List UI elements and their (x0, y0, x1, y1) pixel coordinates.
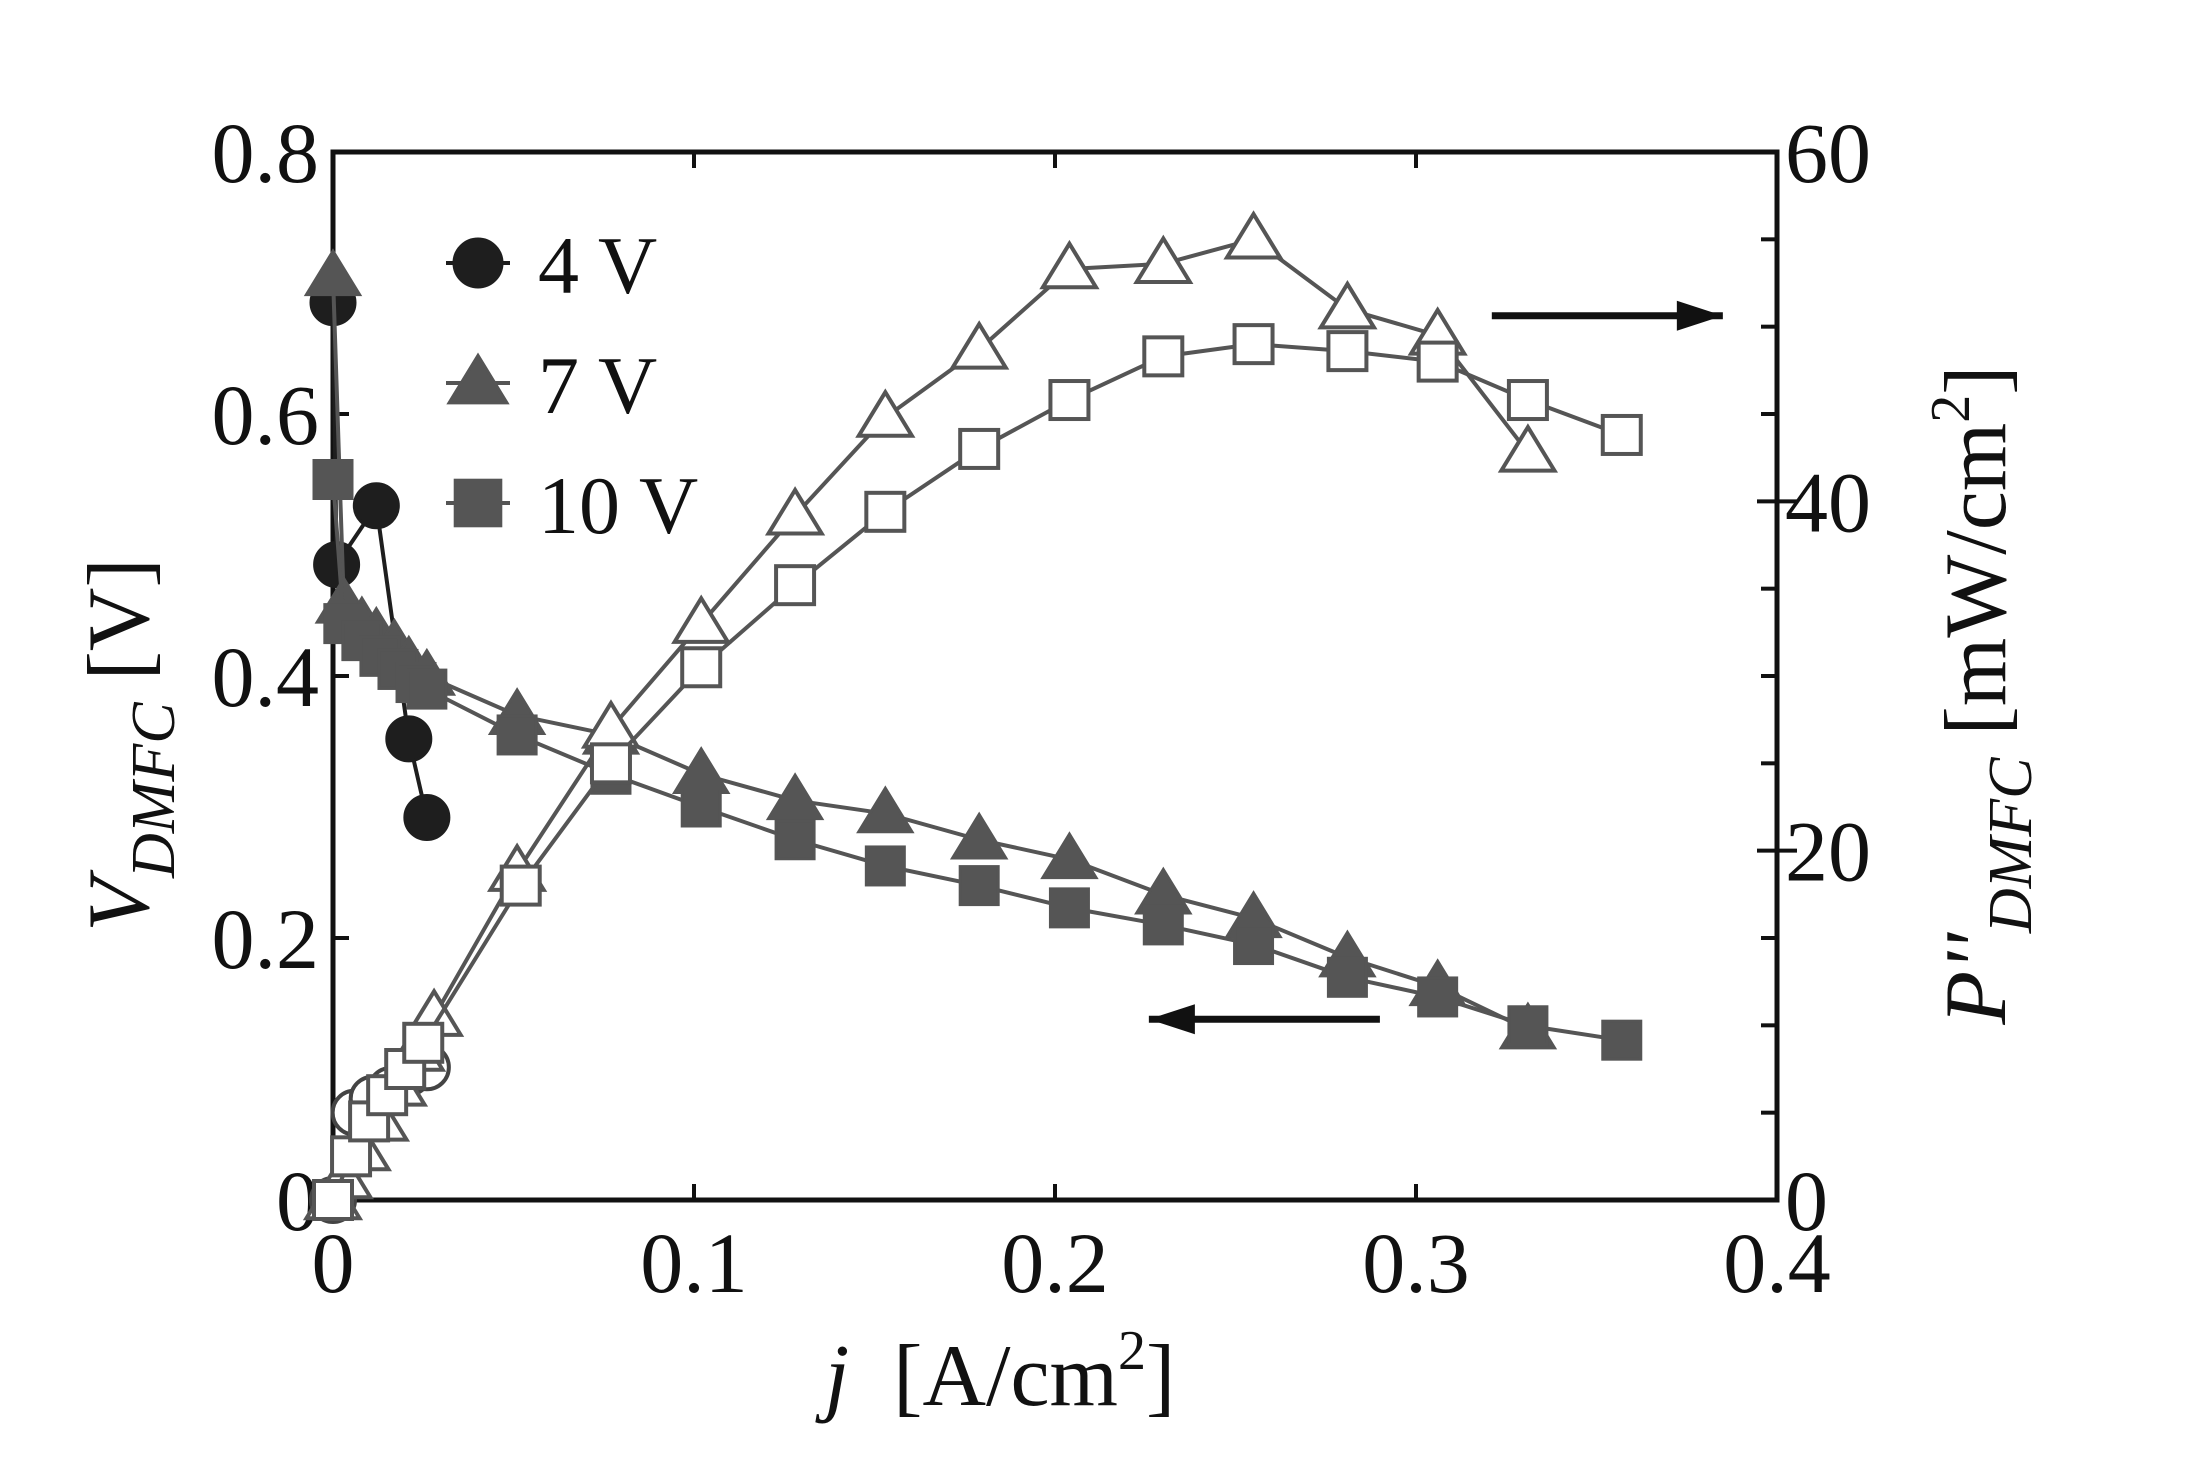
data-point (499, 864, 542, 907)
data-point (312, 459, 354, 500)
y-left-tick-label: 0.2 (212, 891, 320, 987)
arrow-to-right-axis (1491, 300, 1723, 331)
data-point (1133, 234, 1194, 285)
y-left-axis-title: VDMFC [V] (71, 558, 188, 932)
data-point (680, 786, 722, 828)
data-point (406, 668, 448, 710)
y-left-tick-label: 0.6 (212, 367, 320, 463)
legend-marker (453, 478, 503, 528)
legend-marker (452, 237, 504, 289)
data-point (958, 865, 1000, 907)
x-tick-label: 0.2 (1001, 1215, 1109, 1311)
y-left-tick-label: 0.4 (212, 629, 320, 725)
data-point (1048, 887, 1090, 929)
y-right-axis-unit: [mW/cm (1928, 423, 2025, 736)
data-point (671, 594, 732, 644)
legend-marker (446, 352, 510, 405)
data-point (1326, 330, 1369, 373)
x-tick-label: 0.3 (1362, 1215, 1470, 1311)
y-right-tick-label: 0 (1785, 1153, 1828, 1249)
y-right-axis-variable: P'' (1928, 931, 2025, 1026)
legend-label: 10 V (538, 460, 698, 551)
legend-label: 7 V (538, 340, 657, 431)
data-point (402, 1021, 445, 1064)
y-right-axis-subscript: DMFC (1977, 757, 2045, 934)
data-point (1317, 280, 1378, 330)
series-4-v (309, 279, 451, 841)
legend-entry: 4 V (446, 220, 657, 311)
data-point (1039, 239, 1100, 290)
x-axis-unit: [A/cm (893, 1328, 1118, 1425)
data-point (1048, 379, 1091, 422)
data-point (385, 715, 433, 763)
data-point (765, 772, 825, 821)
data-point (1600, 413, 1643, 456)
y-left-tick-label: 0.8 (212, 105, 320, 201)
data-series (302, 210, 1643, 1224)
data-point (1142, 335, 1185, 378)
data-point (856, 785, 915, 834)
arrow-head (1676, 300, 1723, 331)
data-point (1233, 924, 1275, 966)
data-point (1142, 904, 1184, 946)
data-point (303, 248, 363, 297)
series-10-v-power (312, 323, 1643, 1221)
data-point (1040, 831, 1099, 880)
x-axis-unit-exponent: 2 (1118, 1320, 1146, 1382)
data-point (1232, 323, 1275, 366)
series-10-v (312, 459, 1643, 1061)
legend-entry: 7 V (446, 340, 657, 431)
data-point (671, 746, 731, 794)
data-point (949, 811, 1009, 860)
data-point (864, 490, 907, 533)
data-point (1223, 210, 1284, 260)
data-point (958, 427, 1001, 470)
data-point (774, 819, 816, 861)
data-point (680, 646, 723, 689)
data-point (1497, 423, 1559, 473)
data-point (330, 1135, 373, 1178)
series-line (331, 276, 1529, 1032)
data-point (855, 388, 916, 438)
x-axis-title: j [A/cm2] (815, 1320, 1176, 1425)
data-point (864, 845, 906, 887)
y-left-axis-subscript: DMFC (120, 702, 188, 879)
data-point (403, 793, 451, 841)
y-right-axis-unit-close: ] (1928, 365, 2025, 394)
x-tick-label: 0.4 (1723, 1215, 1831, 1311)
y-left-axis-variable: V (71, 869, 168, 932)
data-point (352, 482, 400, 530)
x-axis-unit-close: ] (1146, 1328, 1175, 1425)
data-point (496, 714, 538, 756)
data-point (764, 486, 826, 536)
y-right-axis-unit-exponent: 2 (1920, 395, 1982, 423)
y-right-tick-label: 40 (1785, 454, 1871, 550)
data-point (1326, 956, 1368, 998)
data-point (312, 1179, 354, 1221)
y-left-axis-unit: [V] (71, 558, 168, 680)
data-point (1417, 976, 1459, 1018)
series-line (331, 479, 1623, 1043)
arrow-head (1148, 1004, 1195, 1035)
y-right-tick-label: 60 (1785, 105, 1871, 201)
x-tick-label: 0 (312, 1215, 355, 1311)
legend: 4 V 7 V 10 V (446, 220, 698, 551)
y-right-tick-label: 20 (1785, 804, 1871, 900)
data-point (1416, 340, 1459, 383)
legend-entry: 10 V (446, 460, 698, 551)
series-line (331, 342, 1623, 1201)
data-point (1506, 379, 1549, 422)
data-point (589, 742, 632, 785)
x-axis-variable: j (815, 1328, 849, 1425)
x-tick-label: 0.1 (640, 1215, 748, 1311)
arrow-to-left-axis (1148, 1004, 1380, 1035)
legend-label: 4 V (538, 220, 657, 311)
y-right-axis-title: P''DMFC [mW/cm2] (1920, 365, 2045, 1025)
data-point (774, 564, 817, 607)
data-point (949, 320, 1010, 370)
data-point (1601, 1019, 1643, 1061)
data-point (1507, 1005, 1549, 1047)
